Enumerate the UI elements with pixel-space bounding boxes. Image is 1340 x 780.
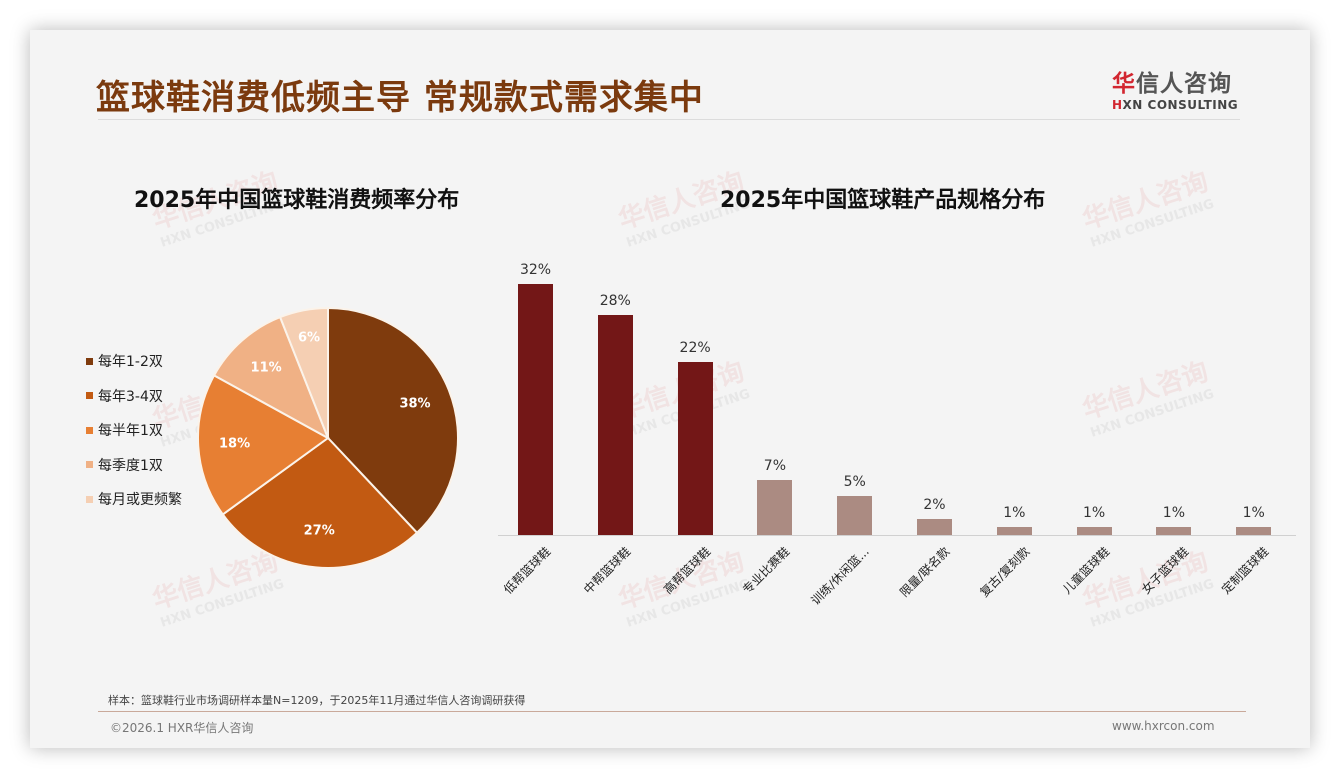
bar (518, 284, 553, 535)
footer-divider (98, 711, 1246, 712)
pie-slice-label: 27% (303, 523, 335, 539)
pie-slice-label: 11% (250, 360, 282, 376)
legend-swatch-icon (86, 461, 93, 469)
bar (917, 519, 952, 535)
company-logo: 华信人咨询 HXN CONSULTING (1112, 64, 1252, 112)
legend-item: 每半年1双 (86, 413, 182, 448)
x-axis-category-label: 儿童篮球鞋 (1059, 544, 1112, 597)
pie-slice (197, 374, 330, 516)
legend-label: 每月或更频繁 (98, 492, 182, 509)
pie-slice (327, 306, 459, 535)
legend-item: 每月或更频繁 (86, 482, 182, 517)
legend-item: 每季度1双 (86, 448, 182, 483)
pie-slice (221, 436, 419, 569)
x-axis-category-label: 训练/休闲篮... (808, 544, 873, 608)
legend-swatch-icon (86, 426, 93, 434)
legend-label: 每半年1双 (98, 423, 163, 440)
pie-slice (212, 315, 330, 441)
pie-slice-label: 18% (219, 436, 251, 452)
pie-slice-label: 38% (399, 396, 431, 412)
legend-swatch-icon (86, 357, 93, 365)
x-axis-category-label: 中帮篮球鞋 (580, 544, 634, 597)
bar-value-label: 1% (1242, 505, 1265, 522)
logo-chinese: 华信人咨询 (1112, 71, 1232, 97)
bar-value-label: 1% (1003, 505, 1026, 522)
copyright-text: ©2026.1 HXR华信人咨询 (110, 721, 254, 735)
legend-swatch-icon (86, 392, 93, 400)
title-divider (98, 119, 1240, 120)
bar-value-label: 1% (1082, 505, 1106, 522)
pie-slice (278, 306, 329, 439)
pie-chart-title: 2025年中国篮球鞋消费频率分布 (134, 188, 460, 213)
page-title: 篮球鞋消费低频主导 常规款式需求集中 (96, 78, 704, 118)
bar-value-label: 22% (679, 340, 711, 357)
bar (1236, 527, 1272, 535)
x-axis-category-label: 专业比赛鞋 (740, 544, 793, 597)
legend-label: 每年3-4双 (98, 388, 163, 405)
bar-value-label: 1% (1162, 505, 1185, 522)
legend-swatch-icon (86, 495, 93, 503)
bar-value-label: 2% (923, 497, 946, 514)
bar (757, 480, 793, 535)
legend-label: 每年1-2双 (98, 354, 163, 371)
x-axis-category-label: 限量/联名款 (897, 544, 953, 600)
sample-footnote: 样本：篮球鞋行业市场调研样本量N=1209，于2025年11月通过华信人咨询调研… (108, 694, 526, 707)
x-axis-category-label: 低帮篮球鞋 (500, 544, 554, 597)
x-axis-category-label: 复古/复刻款 (976, 544, 1033, 600)
pie-chart: 38% 27% 18% 11% 6% (196, 306, 460, 570)
bar (1156, 527, 1192, 535)
bar (677, 362, 713, 535)
bar (996, 527, 1032, 535)
bar (837, 495, 873, 535)
logo-english: HXN CONSULTING (1112, 98, 1239, 112)
x-axis-line (498, 535, 1296, 536)
x-axis-category-label: 定制篮球鞋 (1219, 544, 1272, 597)
slide: 篮球鞋消费低频主导 常规款式需求集中 华信人咨询 HXN CONSULTING … (30, 30, 1310, 748)
legend-label: 每季度1双 (98, 457, 163, 474)
website-link[interactable]: www.hxrcon.com (1112, 719, 1215, 733)
bar-value-label: 28% (599, 293, 631, 310)
bar-chart: 32% 低帮篮球鞋 28% 中帮篮球鞋 22% 高帮篮球鞋 7% 专业比赛鞋 5% 训练/休闲篮.… (498, 260, 1298, 660)
bar-value-label: 5% (843, 473, 866, 490)
bar-value-label: 7% (763, 458, 786, 475)
bar (597, 315, 633, 535)
bar (1076, 527, 1112, 535)
bar-value-label: 32% (519, 262, 552, 278)
pie-slice-label: 6% (297, 330, 321, 346)
pie-chart-svg (197, 306, 459, 569)
legend-item: 每年3-4双 (86, 379, 182, 414)
x-axis-category-label: 高帮篮球鞋 (660, 544, 713, 597)
legend-item: 每年1-2双 (86, 344, 182, 379)
x-axis-category-label: 女子篮球鞋 (1139, 544, 1192, 597)
pie-legend: 每年1-2双 每年3-4双 每半年1双每季度1双每月或更频繁 (86, 344, 182, 517)
bar-chart-title: 2025年中国篮球鞋产品规格分布 (720, 188, 1046, 213)
